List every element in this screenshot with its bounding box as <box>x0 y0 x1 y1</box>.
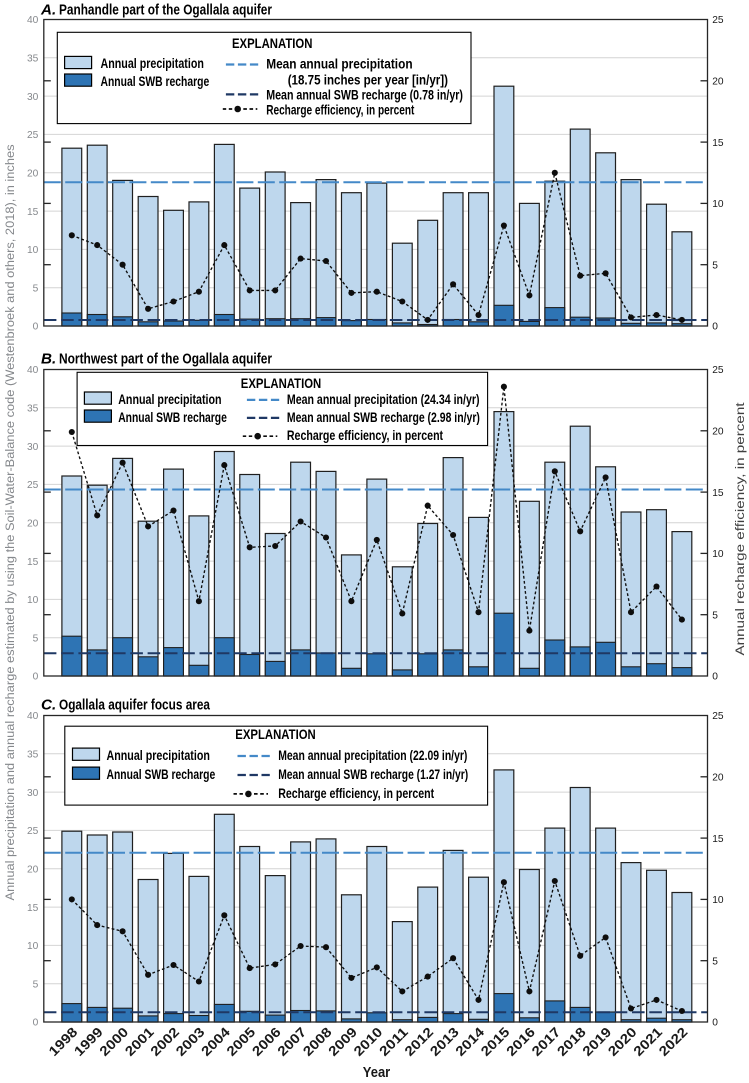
svg-text:35: 35 <box>27 404 39 415</box>
svg-text:40: 40 <box>27 15 39 26</box>
svg-text:20: 20 <box>27 519 39 530</box>
svg-text:5: 5 <box>712 610 718 621</box>
svg-text:0: 0 <box>712 672 718 683</box>
svg-text:30: 30 <box>27 442 39 453</box>
svg-text:20: 20 <box>712 773 724 784</box>
svg-text:Panhandle part of the Ogallala: Panhandle part of the Ogallala aquifer <box>59 2 272 19</box>
svg-text:5: 5 <box>33 283 39 294</box>
svg-text:35: 35 <box>27 750 39 761</box>
svg-text:Annual SWB recharge: Annual SWB recharge <box>101 74 210 89</box>
svg-text:25: 25 <box>27 130 39 141</box>
svg-text:Mean annual precipitation (24.: Mean annual precipitation (24.34 in/yr) <box>287 392 480 407</box>
svg-text:15: 15 <box>712 488 724 499</box>
svg-text:Mean annual precipitation (22.: Mean annual precipitation (22.09 in/yr) <box>278 748 467 763</box>
svg-text:Recharge efficiency, in percen: Recharge efficiency, in percent <box>287 428 444 443</box>
svg-text:15: 15 <box>712 138 724 149</box>
svg-text:0: 0 <box>33 1018 39 1029</box>
svg-text:20: 20 <box>712 427 724 438</box>
svg-text:Ogallala aquifer focus area: Ogallala aquifer focus area <box>59 697 210 714</box>
svg-text:15: 15 <box>27 557 39 568</box>
svg-text:Year: Year <box>363 1065 391 1081</box>
svg-text:0: 0 <box>712 322 718 333</box>
svg-text:Recharge efficiency, in percen: Recharge efficiency, in percent <box>278 786 434 801</box>
svg-text:(18.75 inches per year [in/yr]: (18.75 inches per year [in/yr]) <box>288 72 448 87</box>
svg-text:Mean annual SWB recharge (2.98: Mean annual SWB recharge (2.98 in/yr) <box>287 410 480 425</box>
svg-text:10: 10 <box>712 199 724 210</box>
svg-text:10: 10 <box>27 595 39 606</box>
svg-text:Mean annual SWB recharge (0.78: Mean annual SWB recharge (0.78 in/yr) <box>266 87 463 102</box>
svg-text:Annual precipitation: Annual precipitation <box>107 748 210 763</box>
svg-text:A.: A. <box>40 2 56 19</box>
svg-text:25: 25 <box>712 15 724 26</box>
svg-text:15: 15 <box>27 207 39 218</box>
svg-text:Annual precipitation: Annual precipitation <box>118 392 221 407</box>
svg-text:20: 20 <box>27 865 39 876</box>
svg-text:0: 0 <box>712 1018 718 1029</box>
svg-text:25: 25 <box>27 480 39 491</box>
svg-text:Annual recharge efficiency, in: Annual recharge efficiency, in percent <box>733 402 747 656</box>
svg-text:40: 40 <box>27 711 39 722</box>
svg-text:35: 35 <box>27 54 39 65</box>
svg-text:5: 5 <box>712 260 718 271</box>
svg-text:10: 10 <box>712 895 724 906</box>
svg-text:25: 25 <box>712 711 724 722</box>
svg-text:20: 20 <box>27 168 39 179</box>
svg-text:Annual SWB recharge: Annual SWB recharge <box>107 767 216 782</box>
svg-text:10: 10 <box>712 549 724 560</box>
svg-text:C.: C. <box>41 697 56 714</box>
svg-text:EXPLANATION: EXPLANATION <box>241 375 322 391</box>
svg-text:15: 15 <box>712 834 724 845</box>
svg-text:Mean annual SWB recharge (1.27: Mean annual SWB recharge (1.27 in/yr) <box>278 767 468 782</box>
svg-text:5: 5 <box>33 633 39 644</box>
svg-text:15: 15 <box>27 903 39 914</box>
svg-text:10: 10 <box>27 941 39 952</box>
svg-text:EXPLANATION: EXPLANATION <box>235 726 316 742</box>
svg-text:20: 20 <box>712 77 724 88</box>
svg-text:EXPLANATION: EXPLANATION <box>232 35 313 51</box>
svg-text:30: 30 <box>27 788 39 799</box>
svg-text:Northwest part of the Ogallala: Northwest part of the Ogallala aquifer <box>59 350 272 367</box>
svg-text:30: 30 <box>27 92 39 103</box>
svg-text:5: 5 <box>712 956 718 967</box>
svg-text:Annual SWB recharge: Annual SWB recharge <box>118 410 227 425</box>
svg-text:Recharge efficiency, in percen: Recharge efficiency, in percent <box>266 102 415 117</box>
svg-text:0: 0 <box>33 672 39 683</box>
svg-text:25: 25 <box>27 826 39 837</box>
svg-text:Annual precipitation and annua: Annual precipitation and annual recharge… <box>5 144 17 900</box>
svg-text:0: 0 <box>33 322 39 333</box>
svg-text:25: 25 <box>712 365 724 376</box>
svg-text:10: 10 <box>27 245 39 256</box>
svg-text:5: 5 <box>33 979 39 990</box>
svg-text:Annual precipitation: Annual precipitation <box>101 56 204 71</box>
svg-text:40: 40 <box>27 365 39 376</box>
svg-text:B.: B. <box>41 350 56 367</box>
svg-text:Mean annual precipitation: Mean annual precipitation <box>266 56 412 71</box>
